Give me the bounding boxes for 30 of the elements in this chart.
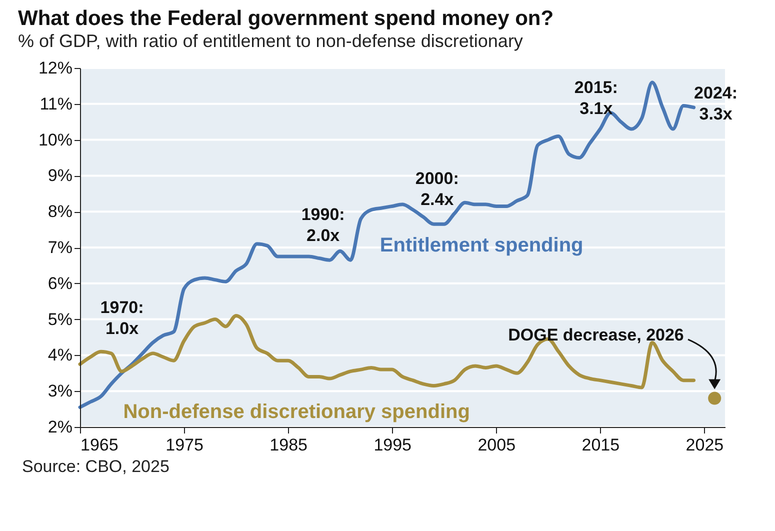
x-tick-label: 1985 [270, 436, 308, 454]
x-tick-label: 1995 [374, 436, 412, 454]
x-tick-label: 2005 [478, 436, 516, 454]
y-tick-label: 5% [48, 310, 72, 329]
series-label: Non-defense discretionary spending [123, 400, 470, 423]
source-note: Source: CBO, 2025 [21, 457, 170, 477]
chart-subtitle: % of GDP, with ratio of entitlement to non-defense discretionary [18, 31, 523, 51]
y-tick-label: 7% [48, 238, 72, 257]
x-tick-label: 2025 [686, 436, 724, 454]
y-tick-label: 12% [38, 58, 72, 78]
annotation: 1970: 1.0x [100, 298, 144, 338]
y-tick-label: 11% [40, 94, 72, 114]
chart-title: What does the Federal government spend money on? [18, 7, 554, 30]
y-tick-label: 4% [48, 346, 72, 365]
y-tick-label: 6% [48, 274, 72, 293]
x-tick-label: 2015 [582, 436, 620, 454]
annotation: 1990: 2.0x [301, 205, 345, 246]
y-tick-label: 2% [48, 418, 72, 436]
y-tick-label: 9% [48, 166, 72, 186]
line-series [78, 314, 696, 390]
annotation: 2015: 3.1x [574, 78, 618, 118]
annotation: DOGE decrease, 2026 [508, 325, 684, 344]
x-tick-label: 1965 [80, 436, 118, 454]
y-tick-label: 10% [38, 130, 72, 150]
series-label: Entitlement spending [380, 234, 584, 257]
y-tick-label: 3% [48, 382, 72, 401]
y-tick-label: 8% [48, 202, 72, 222]
annotation: 2000: 2.4x [415, 169, 459, 210]
annotation: 2024: 3.3x [694, 83, 738, 124]
x-tick-label: 1975 [166, 436, 204, 454]
